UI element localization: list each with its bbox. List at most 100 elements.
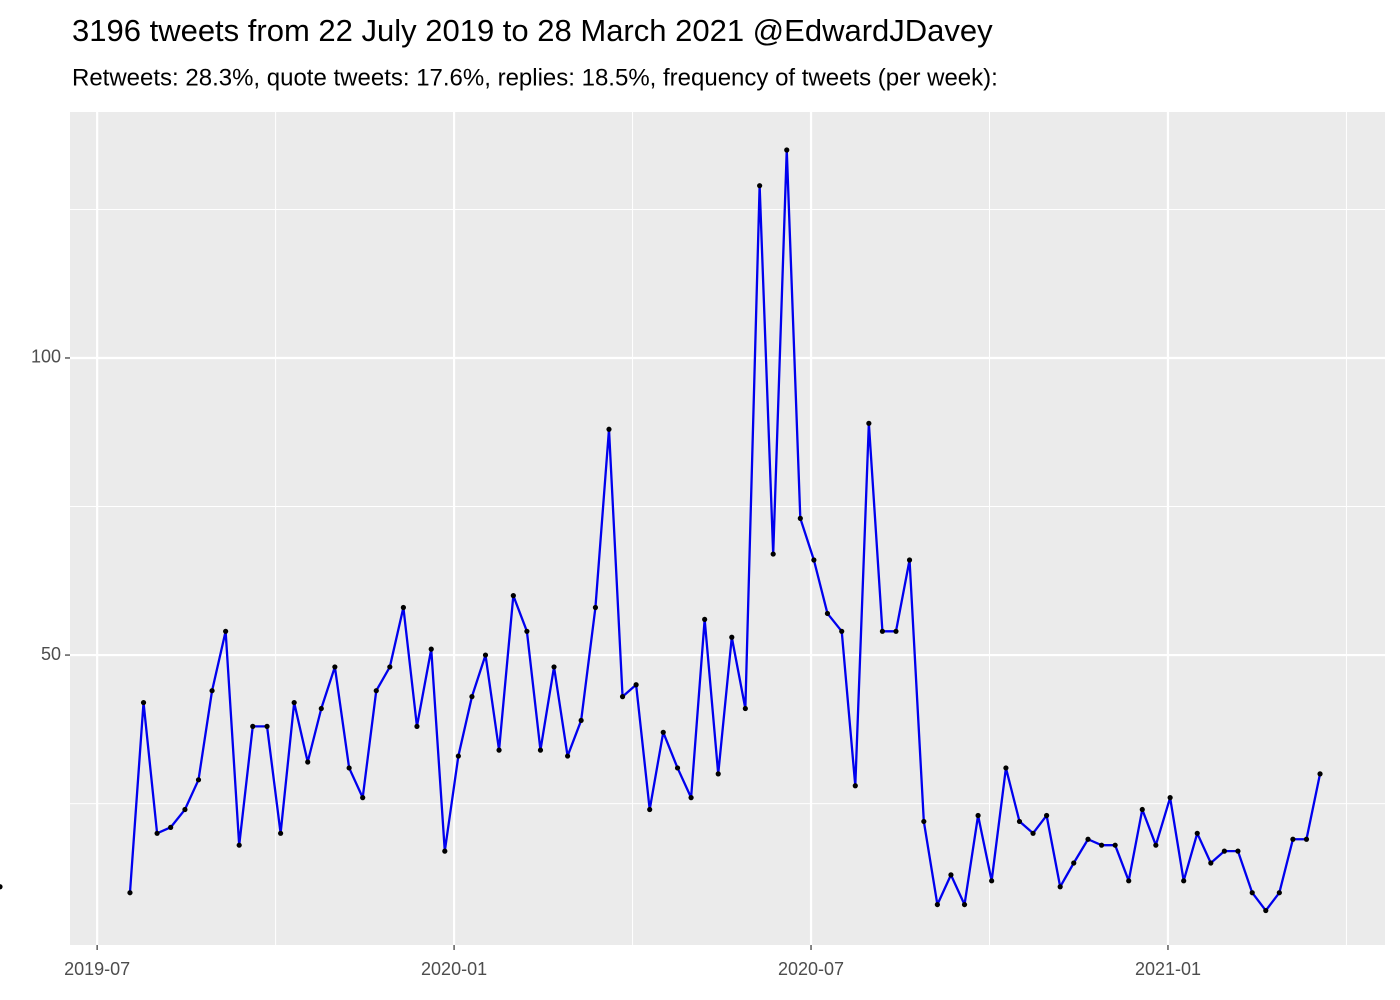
data-point	[387, 664, 393, 670]
chart-title: 3196 tweets from 22 July 2019 to 28 Marc…	[72, 13, 993, 48]
data-point	[852, 783, 858, 789]
data-point	[1303, 836, 1310, 842]
data-point	[729, 634, 735, 640]
data-point	[250, 723, 256, 729]
data-point	[606, 426, 612, 432]
data-point	[839, 628, 845, 634]
data-point	[578, 717, 584, 724]
data-point	[784, 147, 790, 153]
data-point	[879, 628, 886, 634]
data-point	[647, 806, 653, 813]
data-point	[400, 604, 406, 611]
data-point	[496, 747, 502, 753]
data-point	[140, 699, 147, 706]
data-point	[1112, 842, 1118, 848]
x-tick-label: 2020-07	[778, 959, 844, 979]
data-point	[1044, 812, 1050, 819]
data-point	[1071, 860, 1077, 866]
data-point	[305, 759, 311, 765]
data-point	[674, 765, 681, 771]
data-point	[989, 878, 995, 884]
data-point	[1249, 890, 1255, 896]
data-point	[1057, 884, 1063, 890]
data-point	[442, 848, 448, 854]
data-point	[1167, 795, 1173, 801]
data-point	[1030, 830, 1036, 836]
data-point	[537, 747, 544, 753]
data-point	[715, 771, 721, 777]
data-point	[633, 682, 639, 688]
data-point	[223, 628, 229, 634]
data-point	[154, 830, 160, 836]
data-point	[1153, 842, 1159, 848]
data-point	[1003, 765, 1009, 771]
x-tick-label: 2020-01	[421, 959, 487, 979]
y-tick-label: 100	[31, 347, 61, 367]
data-point	[592, 604, 599, 611]
data-point	[277, 830, 284, 836]
data-point	[564, 753, 571, 759]
series-line	[128, 148, 1322, 912]
x-tick-label: 2021-01	[1135, 959, 1201, 979]
data-point	[770, 551, 776, 557]
data-point	[1290, 836, 1296, 842]
data-point	[975, 812, 981, 819]
data-point	[1208, 860, 1214, 866]
data-point	[510, 593, 516, 599]
chart-subtitle: Retweets: 28.3%, quote tweets: 17.6%, re…	[72, 64, 998, 91]
data-point	[688, 795, 694, 801]
data-point	[1016, 818, 1023, 825]
data-point	[757, 183, 763, 189]
data-point	[360, 795, 366, 801]
data-point	[1221, 848, 1227, 854]
data-point	[1235, 848, 1241, 854]
data-point	[1317, 771, 1323, 777]
data-point	[1276, 890, 1282, 896]
data-point	[524, 628, 530, 634]
data-point	[742, 705, 748, 712]
data-point	[551, 664, 557, 670]
data-point	[346, 765, 352, 771]
data-point	[332, 664, 338, 670]
data-point	[702, 616, 708, 623]
data-point	[1263, 907, 1269, 914]
data-point	[1085, 836, 1091, 842]
plot-panel	[70, 112, 1385, 945]
data-point	[318, 705, 324, 712]
data-point	[1194, 830, 1200, 836]
data-point	[428, 646, 434, 652]
data-point	[948, 872, 954, 878]
y-tick-label: 50	[41, 644, 61, 664]
data-point	[1139, 806, 1145, 813]
x-tick-label: 2019-07	[64, 959, 130, 979]
data-point	[264, 723, 270, 729]
data-point	[660, 729, 666, 735]
data-point	[209, 688, 215, 694]
data-point	[0, 884, 3, 890]
data-point	[906, 557, 913, 563]
data-point	[1181, 878, 1187, 884]
data-point	[961, 901, 968, 908]
data-point	[291, 699, 297, 706]
data-point	[934, 901, 940, 908]
data-point	[414, 723, 420, 729]
data-point	[127, 890, 133, 896]
data-point	[195, 777, 202, 783]
data-point	[482, 652, 489, 658]
data-point	[921, 818, 927, 825]
data-point	[811, 557, 817, 563]
data-point	[182, 806, 188, 813]
data-point	[236, 842, 242, 848]
data-point	[469, 694, 475, 700]
data-point	[866, 420, 872, 426]
data-point	[1126, 878, 1132, 884]
data-point	[797, 515, 803, 521]
data-point	[1098, 842, 1105, 848]
data-point	[455, 753, 461, 759]
data-point	[893, 628, 899, 634]
data-point	[168, 824, 174, 830]
data-point	[619, 694, 626, 700]
data-point	[824, 610, 831, 617]
data-point	[373, 688, 379, 694]
